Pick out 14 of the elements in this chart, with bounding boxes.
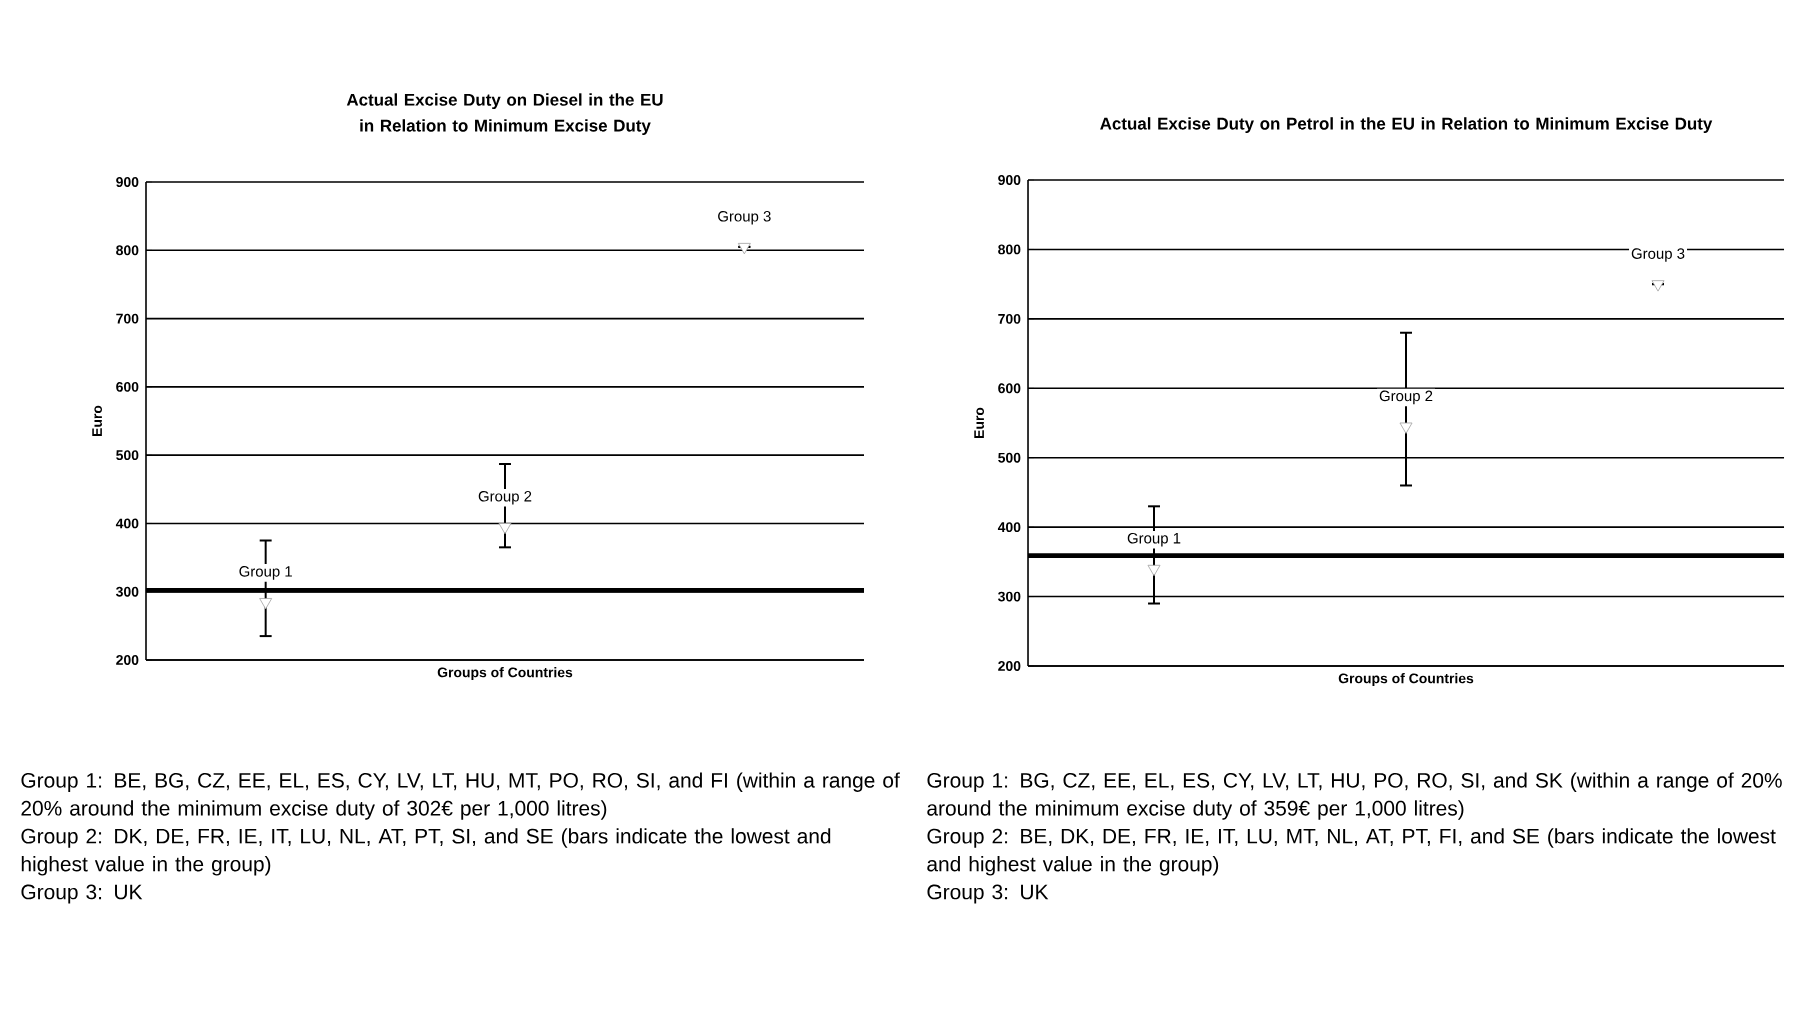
chart-title: Actual Excise Duty on Petrol in the EU in Relation to Minimum Excise Duty xyxy=(1100,117,1713,133)
text: Group 3: UK xyxy=(21,884,143,904)
point xyxy=(1147,564,1161,577)
text: Group 2: BE, DK, DE, FR, IE, IT, LU, MT, NL, AT, PT, FI, and SE (bars indicate the lowest and highest value in the group) xyxy=(927,828,1776,876)
text: Group 1: BG, CZ, EE, EL, ES, CY, LV, LT, HU, PO, RO, SI, and SK (within a range of 20% around the minimum excise duty of 359€ per 1,000 litres) xyxy=(927,772,1782,820)
text: Group 2: DK, DE, FR, IE, IT, LU, NL, AT, PT, SI, and SE (bars indicate the lowest and highest value in the group) xyxy=(21,828,831,876)
text: Group 3: UK xyxy=(927,884,1049,904)
text: Group 1: BE, BG, CZ, EE, EL, ES, CY, LV, LT, HU, MT, PO, RO, SI, and FI (within a range of 20% around the minimum excise duty of 302€ per 1,000 litres) xyxy=(21,772,900,820)
point xyxy=(1399,422,1413,434)
point xyxy=(1651,280,1665,292)
point xyxy=(259,598,273,610)
chart-title: Actual Excise Duty on Diesel in the EU in Relation to Minimum Excise Duty xyxy=(346,93,663,135)
point xyxy=(737,242,751,255)
point xyxy=(498,522,512,535)
